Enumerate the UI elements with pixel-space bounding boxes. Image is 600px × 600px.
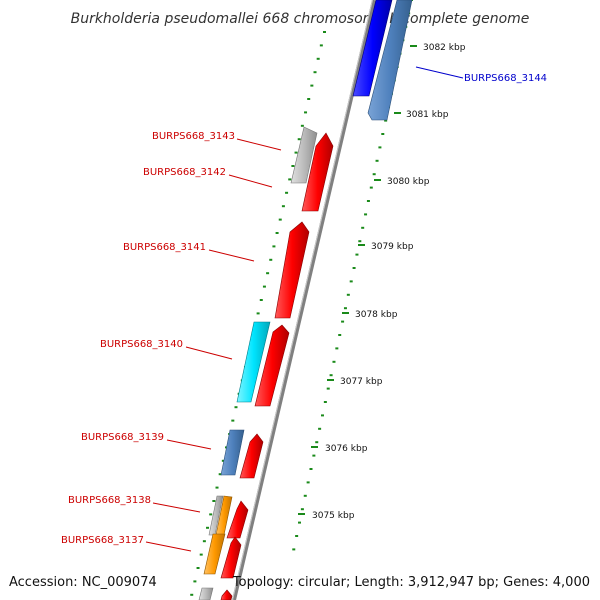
accession-label: Accession: NC_009074 <box>9 575 157 590</box>
gene-label-burps668-3140[interactable]: BURPS668_3140 <box>100 339 183 350</box>
gene-burps668-3142-feature[interactable] <box>301 132 334 212</box>
kbp-scale: 3082 kbp 3081 kbp 3080 kbp 3079 kbp 3078… <box>298 43 466 521</box>
gene-burps668-3141-feature[interactable] <box>274 221 310 319</box>
kbp-label-3077: 3077 kbp <box>340 377 383 387</box>
kbp-label-3082: 3082 kbp <box>423 43 466 53</box>
gene-label-burps668-3141[interactable]: BURPS668_3141 <box>123 242 206 253</box>
gene-label-burps668-3142[interactable]: BURPS668_3142 <box>143 167 226 178</box>
gene-features <box>198 0 413 600</box>
gene-labels: BURPS668_3144 BURPS668_3143 BURPS668_314… <box>61 73 547 546</box>
gene-burps668-3139-feature[interactable] <box>239 433 264 479</box>
callout-line <box>208 249 255 262</box>
map-title: Burkholderia pseudomallei 668 chromosome… <box>71 11 530 27</box>
gene-burps668-3140a-feature[interactable] <box>236 321 271 403</box>
callout-line <box>228 174 273 188</box>
gene-burps668-3143-feature[interactable] <box>290 126 318 184</box>
callout-line <box>185 346 233 360</box>
gene-burps668-3137-feature[interactable] <box>220 536 242 579</box>
kbp-label-3081: 3081 kbp <box>406 110 449 120</box>
callout-line <box>166 439 212 450</box>
gene-burps668-3136a-feature[interactable] <box>198 587 214 600</box>
topology-label: Topology: circular; Length: 3,912,947 bp… <box>232 575 590 590</box>
gene-burps668-3137a-feature[interactable] <box>203 533 226 575</box>
callout-line <box>415 66 464 79</box>
callout-lines <box>145 66 464 552</box>
chromosome-backbone-highlight <box>232 0 373 600</box>
gene-label-burps668-3139[interactable]: BURPS668_3139 <box>81 432 164 443</box>
callout-line <box>236 138 282 151</box>
chromosome-backbone <box>232 0 376 600</box>
gene-burps668-3144b-feature[interactable] <box>367 0 413 121</box>
callout-line <box>145 541 192 552</box>
kbp-label-3076: 3076 kbp <box>325 444 368 454</box>
gene-label-burps668-3143[interactable]: BURPS668_3143 <box>152 131 235 142</box>
callout-line <box>152 502 201 513</box>
gene-burps668-3136-feature[interactable] <box>220 589 233 600</box>
gene-label-burps668-3138[interactable]: BURPS668_3138 <box>68 495 151 506</box>
gene-burps668-3140-feature[interactable] <box>254 324 290 407</box>
kbp-label-3078: 3078 kbp <box>355 310 398 320</box>
gene-burps668-3144-feature[interactable] <box>352 0 393 97</box>
gene-burps668-3139a-feature[interactable] <box>220 429 245 476</box>
gene-burps668-3138-feature[interactable] <box>226 500 249 539</box>
gene-label-burps668-3144[interactable]: BURPS668_3144 <box>464 73 547 84</box>
kbp-label-3079: 3079 kbp <box>371 242 414 252</box>
kbp-label-3080: 3080 kbp <box>387 177 430 187</box>
gene-label-burps668-3137[interactable]: BURPS668_3137 <box>61 535 144 546</box>
kbp-label-3075: 3075 kbp <box>312 511 355 521</box>
